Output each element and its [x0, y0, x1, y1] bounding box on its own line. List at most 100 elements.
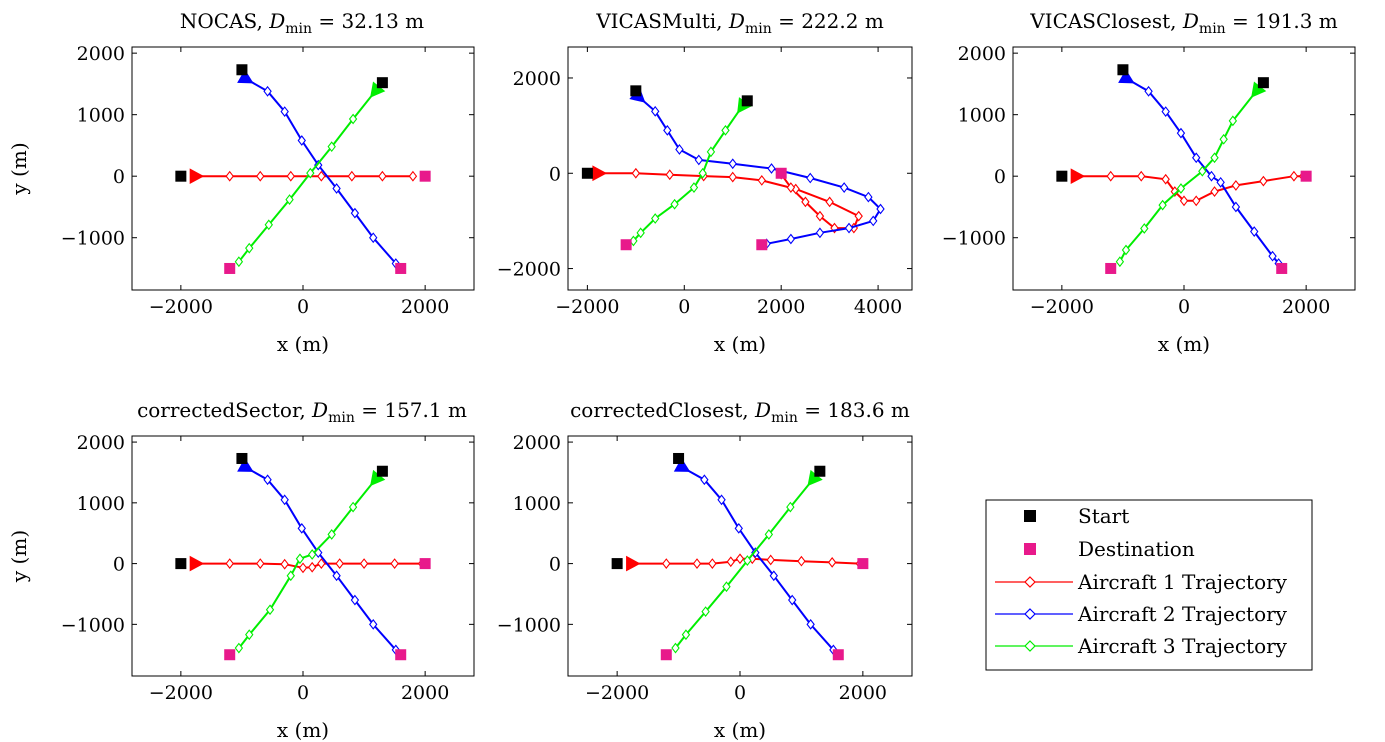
x-tick-label: 0	[1178, 296, 1190, 318]
aircraft3-point	[722, 581, 731, 593]
aircraft3-point	[636, 227, 645, 239]
plot-frame	[131, 435, 475, 677]
start-marker	[1117, 64, 1129, 76]
aircraft3-point	[1176, 183, 1186, 194]
aircraft3-line	[674, 481, 812, 649]
x-tick-label: 2000	[839, 682, 887, 704]
start-marker	[376, 465, 388, 477]
y-tick-label: 1000	[513, 493, 561, 515]
y-tick-label: 0	[113, 166, 125, 188]
aircraft3-point	[681, 629, 691, 641]
aircraft2-point	[806, 618, 815, 630]
aircraft1-point	[317, 558, 326, 569]
aircraft1-point	[298, 562, 308, 574]
aircraft2-point	[369, 232, 378, 244]
legend-aircraft2-label: Aircraft 2 Trajectory	[1077, 602, 1288, 626]
legend-box	[985, 499, 1313, 671]
aircraft2-point	[767, 163, 776, 174]
y-tick-label: 2000	[958, 43, 1006, 65]
chart-panel-5: correctedClosest, Dmin = 183.6 m −2000 0 20…	[497, 398, 913, 742]
aircraft1-point	[1231, 180, 1241, 191]
aircraft2-point	[786, 233, 796, 245]
destination-marker	[1276, 262, 1288, 274]
y-tick-label: 2000	[513, 68, 561, 90]
aircraft3-point	[689, 182, 699, 193]
aircraft2-point	[663, 124, 672, 136]
aircraft2-point	[297, 522, 306, 534]
aircraft1-point	[726, 556, 735, 568]
destination-marker	[224, 649, 236, 661]
aircraft2-point	[280, 106, 289, 117]
legend-destination-label: Destination	[1078, 537, 1195, 561]
aircraft2-point	[769, 570, 778, 582]
aircraft1-point	[1289, 170, 1299, 182]
aircraft1-point	[359, 558, 369, 569]
x-tick-label: −2000	[585, 682, 649, 704]
aircraft3-trajectory	[234, 93, 374, 268]
legend-destination-marker	[1024, 543, 1036, 555]
x-tick-label: 0	[734, 682, 746, 704]
aircraft2-line	[640, 98, 882, 245]
aircraft1-heading-arrow	[1070, 168, 1086, 185]
chart-title: NOCAS, Dmin = 32.13 m	[180, 9, 424, 37]
aircraft1-point	[815, 210, 825, 222]
aircraft1-point	[692, 558, 702, 569]
aircraft1-point	[854, 210, 863, 222]
aircraft3-point	[348, 501, 358, 513]
aircraft1-point	[827, 556, 837, 568]
aircraft2-point	[675, 144, 684, 155]
aircraft2-point	[1192, 152, 1201, 164]
y-tick-label: −2000	[497, 259, 561, 281]
y-tick-label: −1000	[497, 614, 561, 636]
start-marker	[236, 452, 248, 464]
y-tick-label: −1000	[942, 228, 1006, 250]
plot-frame	[567, 46, 913, 291]
chart-title: VICASMulti, Dmin = 222.2 m	[595, 9, 884, 37]
aircraft1-point	[786, 182, 796, 193]
aircraft3-trajectory	[1115, 93, 1255, 268]
x-tick-label: −2000	[149, 296, 213, 318]
aircraft1-point	[280, 558, 289, 570]
start-marker	[175, 170, 187, 182]
aircraft2-trajectory	[640, 98, 885, 250]
aircraft3-point	[1115, 256, 1125, 268]
aircraft3-point	[706, 146, 716, 158]
plot-frame	[131, 46, 475, 291]
aircraft1-point	[766, 554, 775, 566]
aircraft3-point	[721, 124, 730, 136]
aircraft2-point	[297, 135, 306, 146]
start-marker	[376, 77, 388, 89]
aircraft2-point	[332, 570, 341, 582]
x-tick-label: 4000	[854, 296, 902, 318]
aircraft1-point	[256, 558, 265, 569]
aircraft3-point	[327, 141, 336, 153]
aircraft3-point	[1158, 199, 1167, 211]
aircraft3-point	[743, 555, 752, 566]
x-tick-label: 2000	[401, 296, 449, 318]
aircraft2-point	[788, 594, 797, 606]
aircraft2-point	[806, 172, 815, 184]
legend-start-marker	[1024, 510, 1036, 522]
y-axis-label: y (m)	[7, 530, 31, 583]
aircraft1-trajectory	[601, 167, 863, 234]
legend-start-label: Start	[1078, 504, 1129, 528]
aircraft1-point	[1137, 170, 1146, 182]
aircraft1-trajectory	[199, 170, 418, 182]
aircraft1-point	[307, 561, 317, 573]
aircraft1-point	[225, 558, 234, 569]
aircraft1-point	[708, 558, 717, 569]
chart-panel-4: correctedSector, Dmin = 157.1 m −2000 0 200…	[7, 398, 475, 742]
aircraft3-point	[245, 629, 254, 641]
destination-marker	[419, 170, 431, 182]
aircraft3-line	[1119, 93, 1255, 263]
legend-aircraft1-marker	[995, 576, 1073, 588]
aircraft3-point	[1210, 152, 1219, 164]
aircraft3-point	[327, 529, 336, 540]
aircraft1-point	[408, 170, 418, 182]
aircraft1-point	[728, 171, 737, 183]
aircraft2-point	[1207, 170, 1216, 182]
aircraft3-point	[671, 642, 680, 654]
x-tick-label: −2000	[1030, 296, 1094, 318]
aircraft3-point	[651, 213, 660, 224]
